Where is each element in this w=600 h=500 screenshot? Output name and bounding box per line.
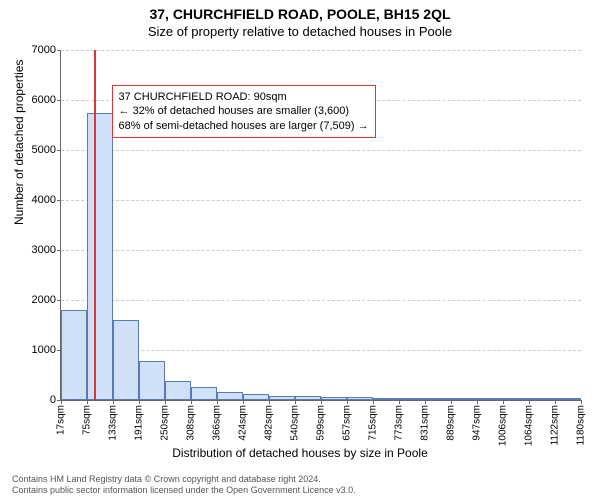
xtick-mark xyxy=(139,400,140,404)
ytick-label: 2000 xyxy=(16,294,56,306)
xtick-label: 424sqm xyxy=(237,405,248,441)
attribution-footer: Contains HM Land Registry data © Crown c… xyxy=(12,474,356,497)
xtick-label: 773sqm xyxy=(394,405,405,441)
histogram-bar xyxy=(191,387,217,400)
xtick-mark xyxy=(113,400,114,404)
xtick-label: 889sqm xyxy=(445,405,456,441)
xtick-label: 715sqm xyxy=(368,405,379,441)
xtick-mark xyxy=(477,400,478,404)
chart-container: 37, CHURCHFIELD ROAD, POOLE, BH15 2QL Si… xyxy=(0,0,600,500)
xtick-label: 482sqm xyxy=(263,405,274,441)
plot-area: 0100020003000400050006000700037 CHURCHFI… xyxy=(60,50,580,400)
histogram-bar xyxy=(61,310,87,400)
histogram-bar xyxy=(269,396,295,401)
annotation-line: 37 CHURCHFIELD ROAD: 90sqm xyxy=(119,90,369,104)
histogram-bar xyxy=(295,396,321,400)
ytick-mark xyxy=(57,50,61,51)
ytick-label: 5000 xyxy=(16,144,56,156)
histogram-bar xyxy=(555,398,581,400)
xtick-mark xyxy=(321,400,322,404)
xtick-mark xyxy=(503,400,504,404)
xtick-label: 191sqm xyxy=(133,405,144,441)
xtick-mark xyxy=(451,400,452,404)
xtick-label: 17sqm xyxy=(56,405,67,435)
xtick-mark xyxy=(347,400,348,404)
gridline xyxy=(61,200,581,201)
ytick-label: 4000 xyxy=(16,194,56,206)
xtick-mark xyxy=(373,400,374,404)
ytick-mark xyxy=(57,100,61,101)
xtick-label: 831sqm xyxy=(419,405,430,441)
histogram-bar xyxy=(347,397,373,400)
histogram-bar xyxy=(217,392,243,401)
chart-title: 37, CHURCHFIELD ROAD, POOLE, BH15 2QL xyxy=(0,0,600,22)
histogram-bar xyxy=(477,398,503,400)
ytick-label: 0 xyxy=(16,394,56,406)
xtick-mark xyxy=(581,400,582,404)
xtick-label: 1180sqm xyxy=(576,405,587,445)
gridline xyxy=(61,350,581,351)
histogram-bar xyxy=(503,398,529,400)
ytick-label: 1000 xyxy=(16,344,56,356)
xtick-label: 947sqm xyxy=(471,405,482,441)
xtick-label: 250sqm xyxy=(160,405,171,441)
xtick-label: 308sqm xyxy=(186,405,197,441)
ytick-label: 6000 xyxy=(16,94,56,106)
xtick-label: 366sqm xyxy=(212,405,223,441)
xtick-label: 75sqm xyxy=(81,405,92,435)
histogram-bar xyxy=(321,397,347,401)
xtick-mark xyxy=(243,400,244,404)
annotation-box: 37 CHURCHFIELD ROAD: 90sqm← 32% of detac… xyxy=(112,85,376,138)
xtick-mark xyxy=(425,400,426,404)
xtick-mark xyxy=(269,400,270,404)
xtick-mark xyxy=(61,400,62,404)
histogram-bar xyxy=(425,398,451,400)
xtick-mark xyxy=(87,400,88,404)
ytick-label: 7000 xyxy=(16,44,56,56)
xtick-label: 599sqm xyxy=(316,405,327,441)
histogram-bar xyxy=(113,320,139,400)
gridline xyxy=(61,50,581,51)
gridline xyxy=(61,150,581,151)
xtick-mark xyxy=(217,400,218,404)
xtick-label: 133sqm xyxy=(107,405,118,441)
xtick-mark xyxy=(165,400,166,404)
histogram-bar xyxy=(399,398,425,400)
histogram-bar xyxy=(243,394,269,400)
xtick-label: 657sqm xyxy=(342,405,353,441)
marker-line xyxy=(94,50,96,400)
histogram-bar xyxy=(87,113,113,401)
histogram-bar xyxy=(451,398,477,400)
xtick-label: 1006sqm xyxy=(498,405,509,446)
xtick-mark xyxy=(555,400,556,404)
xtick-mark xyxy=(529,400,530,404)
histogram-bar xyxy=(139,361,165,400)
footer-line-1: Contains HM Land Registry data © Crown c… xyxy=(12,474,356,485)
gridline xyxy=(61,250,581,251)
xtick-label: 1064sqm xyxy=(524,405,535,446)
ytick-mark xyxy=(57,300,61,301)
xtick-label: 540sqm xyxy=(289,405,300,441)
gridline xyxy=(61,300,581,301)
xtick-mark xyxy=(191,400,192,404)
chart-subtitle: Size of property relative to detached ho… xyxy=(0,22,600,39)
annotation-line: ← 32% of detached houses are smaller (3,… xyxy=(119,104,369,118)
xtick-label: 1122sqm xyxy=(550,405,561,445)
ytick-mark xyxy=(57,200,61,201)
histogram-bar xyxy=(165,381,191,400)
annotation-line: 68% of semi-detached houses are larger (… xyxy=(119,119,369,133)
histogram-bar xyxy=(373,398,399,400)
ytick-label: 3000 xyxy=(16,244,56,256)
x-axis-label: Distribution of detached houses by size … xyxy=(0,446,600,460)
xtick-mark xyxy=(295,400,296,404)
footer-line-2: Contains public sector information licen… xyxy=(12,485,356,496)
plot-region: 0100020003000400050006000700037 CHURCHFI… xyxy=(60,50,581,401)
histogram-bar xyxy=(529,398,555,400)
xtick-mark xyxy=(399,400,400,404)
ytick-mark xyxy=(57,150,61,151)
ytick-mark xyxy=(57,250,61,251)
